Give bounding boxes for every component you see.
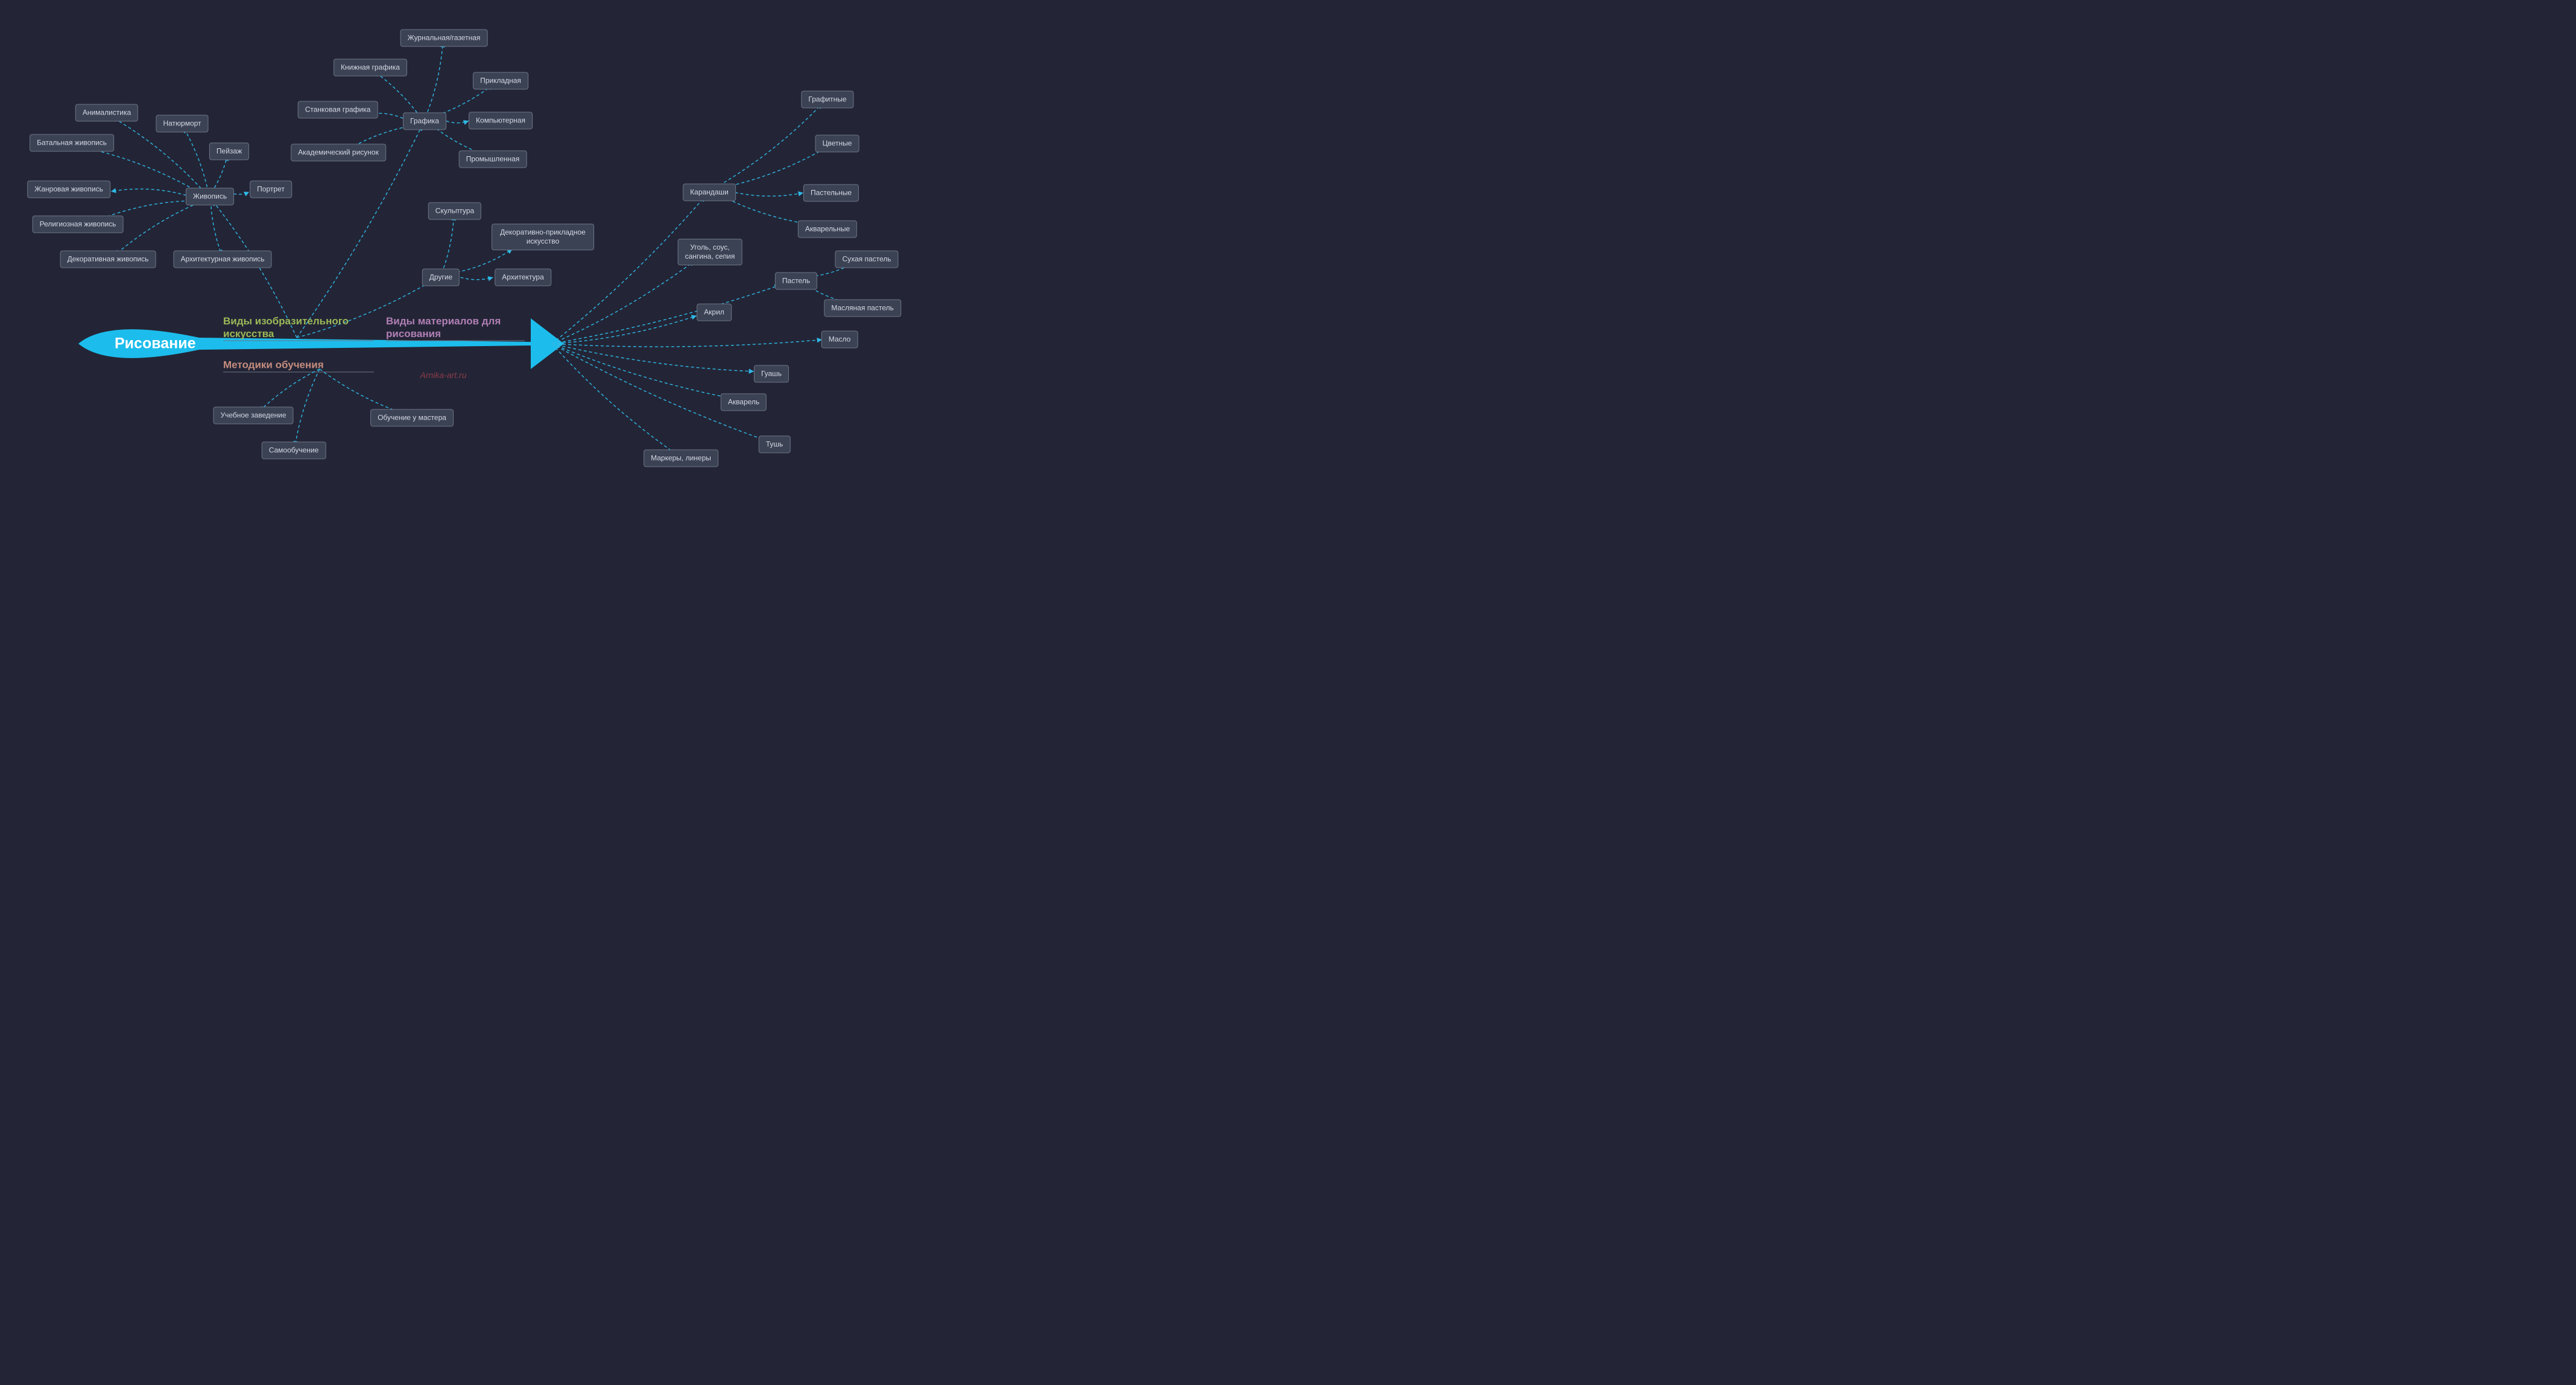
node-peizazh[interactable]: Пейзаж [209, 143, 249, 160]
node-dpi[interactable]: Декоративно-прикладное искусство [492, 224, 594, 250]
node-maslo[interactable]: Масло [821, 331, 858, 349]
node-natyurmort[interactable]: Натюрморт [156, 115, 208, 133]
root-label: Рисование [115, 335, 196, 353]
section-label-materials: Виды материалов длярисования [386, 315, 501, 341]
node-pastelnye[interactable]: Пастельные [803, 185, 859, 202]
node-grafika[interactable]: Графика [403, 113, 446, 130]
node-kompyut[interactable]: Компьютерная [469, 112, 533, 130]
node-skulptura[interactable]: Скульптура [428, 203, 481, 220]
node-tush[interactable]: Тушь [759, 436, 791, 453]
node-samoob[interactable]: Самообучение [262, 442, 326, 459]
node-zhurnal[interactable]: Журнальная/газетная [400, 30, 488, 47]
node-tsvetnye[interactable]: Цветные [815, 135, 859, 153]
node-promysh[interactable]: Промышленная [459, 151, 527, 168]
node-arkhit_zh[interactable]: Архитектурная живопись [173, 251, 271, 268]
mindmap-canvas: Рисование Arnika-art.ru Виды изобразительн… [0, 0, 911, 490]
node-ucheb[interactable]: Учебное заведение [213, 407, 293, 424]
node-grafitnye[interactable]: Графитные [801, 91, 853, 109]
node-markery[interactable]: Маркеры, линеры [644, 450, 718, 467]
node-arkhitektura[interactable]: Архитектура [495, 269, 551, 286]
section-label-methods: Методики обучения [223, 358, 324, 371]
node-prikladnaya[interactable]: Прикладная [473, 72, 528, 90]
node-guash[interactable]: Гуашь [754, 365, 789, 383]
node-batalnaya[interactable]: Батальная живопись [30, 134, 114, 152]
node-akril[interactable]: Акрил [697, 304, 732, 321]
node-dekor_zh[interactable]: Декоративная живопись [60, 251, 156, 268]
node-knizhnaya[interactable]: Книжная графика [334, 59, 407, 77]
node-master[interactable]: Обучение у мастера [370, 409, 454, 427]
edges-layer [0, 0, 911, 490]
node-sukhaya[interactable]: Сухая пастель [835, 251, 898, 268]
node-stankovaya[interactable]: Станковая графика [298, 101, 378, 119]
node-karandashi[interactable]: Карандаши [683, 184, 736, 201]
node-akadem[interactable]: Академический рисунок [291, 144, 386, 162]
watermark: Arnika-art.ru [420, 370, 466, 380]
node-zhanrovaya[interactable]: Жанровая живопись [27, 181, 110, 198]
node-akvarel[interactable]: Акварель [721, 394, 767, 411]
node-zhivopis[interactable]: Живопись [186, 188, 234, 206]
node-pastel[interactable]: Пастель [775, 273, 817, 290]
node-ugol[interactable]: Уголь, соус,сангина, сепия [678, 239, 742, 265]
section-label-arts: Виды изобразительногоискусства [223, 315, 349, 341]
node-drugie[interactable]: Другие [422, 269, 460, 286]
node-religioznaya[interactable]: Религиозная живопись [33, 216, 124, 233]
node-maslyan[interactable]: Масляная пастель [824, 300, 901, 317]
node-akvarelnye[interactable]: Акварельные [798, 221, 857, 238]
node-portret[interactable]: Портрет [250, 181, 292, 198]
node-animalistika[interactable]: Анималистика [75, 104, 138, 122]
